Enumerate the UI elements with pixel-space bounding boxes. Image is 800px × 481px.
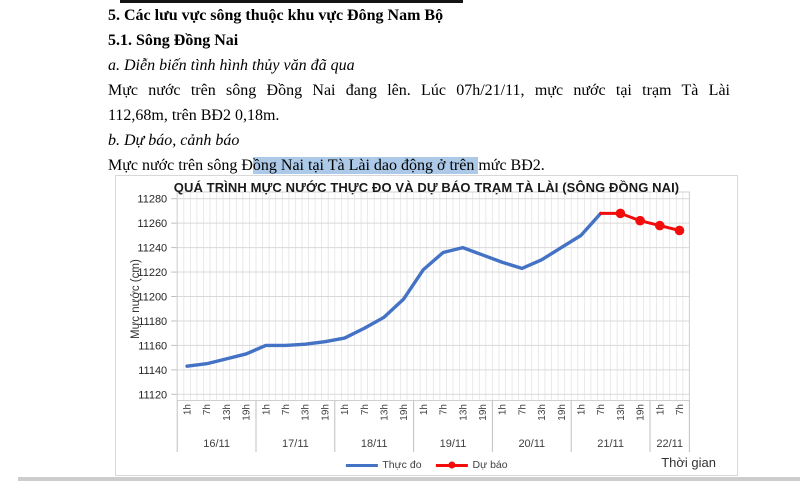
forecast-data-point [674, 225, 685, 236]
section-5-heading: 5. Các lưu vực sông thuộc khu vực Đông N… [108, 7, 444, 24]
y-tick-label: 11220 [137, 267, 167, 279]
x-tick-label: 13h [537, 404, 548, 421]
x-tick-label: 13h [301, 404, 312, 421]
water-level-chart: 11280 11260 11240 11220 11200 11180 11160 11140… [115, 175, 738, 476]
x-tick-label: 7h [202, 404, 213, 415]
x-tick-label: 19h [557, 404, 568, 421]
x-tick-label: 7h [517, 404, 528, 415]
x-tick-label: 7h [281, 404, 292, 415]
x-tick-label: 1h [183, 404, 194, 415]
forecast-marker-dot [448, 461, 456, 469]
day-label: 16/11 [203, 438, 230, 450]
paragraph-a-line-2: 112,68m, trên BĐ2 0,18m. [108, 107, 280, 124]
x-tick-label: 1h [261, 404, 272, 415]
legend-item-forecast: Dự báo [435, 459, 508, 471]
y-tick-label: 11140 [138, 365, 167, 377]
day-label: 21/11 [597, 438, 624, 450]
x-tick-label: 13h [458, 404, 469, 421]
section-5-1-heading: 5.1. Sông Đồng Nai [108, 32, 239, 49]
x-tick-label: 19h [242, 404, 253, 421]
subsection-b-heading: b. Dự báo, cảnh báo [108, 132, 240, 149]
x-tick-label: 1h [577, 404, 588, 415]
x-tick-label: 19h [399, 404, 410, 421]
chart-legend: Thực đo Dự báo [345, 459, 508, 471]
observed-line-swatch [345, 463, 378, 467]
day-label: 22/11 [656, 438, 683, 450]
x-tick-label: 7h [360, 404, 371, 415]
paragraph-b-highlighted-text: ồng Nai tại Tà Lài dao động ở trên [252, 157, 479, 174]
chart-plot-area: 11280 11260 11240 11220 11200 11180 11160 11140… [137, 191, 690, 452]
day-label: 18/11 [361, 438, 388, 450]
document-body: 5. Các lưu vực sông thuộc khu vực Đông N… [108, 3, 730, 178]
x-tick-label: 19h [478, 404, 489, 421]
day-label: 20/11 [518, 438, 545, 450]
y-axis-title: Mực nước (cm) [130, 259, 142, 339]
x-tick-label: 7h [596, 404, 607, 415]
day-label: 17/11 [282, 438, 309, 450]
legend-item-observed: Thực đo [345, 459, 422, 471]
y-tick-label: 11120 [138, 389, 167, 401]
x-tick-label: 1h [340, 404, 351, 415]
x-tick-label: 13h [222, 404, 233, 421]
x-tick-label: 19h [636, 404, 647, 421]
y-tick-label: 11280 [137, 194, 167, 206]
page-bottom-edge [18, 477, 800, 481]
chart-title: QUÁ TRÌNH MỰC NƯỚC THỰC ĐO VÀ DỰ BÁO TRẠ… [173, 180, 680, 195]
forecast-line-swatch [435, 461, 468, 469]
day-label: 19/11 [440, 438, 467, 450]
y-tick-label: 11260 [137, 218, 167, 230]
forecast-data-point [615, 208, 626, 219]
subsection-a-heading: a. Diễn biến tình hình thủy văn đã qua [108, 57, 355, 74]
y-tick-label: 11240 [137, 243, 167, 255]
x-tick-label: 7h [675, 404, 686, 415]
y-tick-label: 11180 [138, 316, 167, 328]
x-tick-label: 19h [320, 404, 331, 421]
forecast-data-point [655, 220, 665, 231]
y-tick-label: 11160 [138, 340, 167, 352]
x-tick-label: 1h [419, 404, 430, 415]
paragraph-b-suffix: mức BĐ2. [478, 157, 545, 174]
plot-border [176, 191, 690, 401]
paragraph-b-prefix: Mực nước trên sông Đ [108, 157, 253, 174]
x-tick-label: 13h [616, 404, 627, 421]
y-tick-label: 11200 [137, 292, 167, 304]
page-top-rule [120, 0, 463, 3]
x-axis-title: Thời gian [661, 455, 716, 470]
paragraph-b: Mực nước trên sông Đồng Nai tại Tà Lài d… [108, 153, 730, 178]
x-tick-label: 7h [439, 404, 450, 415]
x-tick-label: 1h [498, 404, 509, 415]
legend-label-observed: Thực đo [382, 459, 422, 471]
forecast-data-point [635, 215, 645, 226]
x-tick-label: 13h [380, 404, 391, 421]
observed-series-line [185, 211, 603, 368]
legend-label-forecast: Dự báo [472, 459, 508, 471]
x-tick-label: 1h [655, 404, 666, 415]
paragraph-a-line-1: Mực nước trên sông Đồng Nai đang lên. Lú… [108, 82, 730, 99]
